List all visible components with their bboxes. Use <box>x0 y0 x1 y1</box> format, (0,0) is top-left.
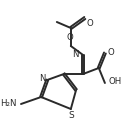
Text: N: N <box>72 50 79 59</box>
Text: S: S <box>69 112 74 121</box>
Text: O: O <box>87 19 94 28</box>
Text: H₂N: H₂N <box>0 99 17 108</box>
Text: O: O <box>107 49 114 58</box>
Text: N: N <box>39 74 46 83</box>
Text: O: O <box>66 33 73 42</box>
Text: OH: OH <box>108 77 121 86</box>
